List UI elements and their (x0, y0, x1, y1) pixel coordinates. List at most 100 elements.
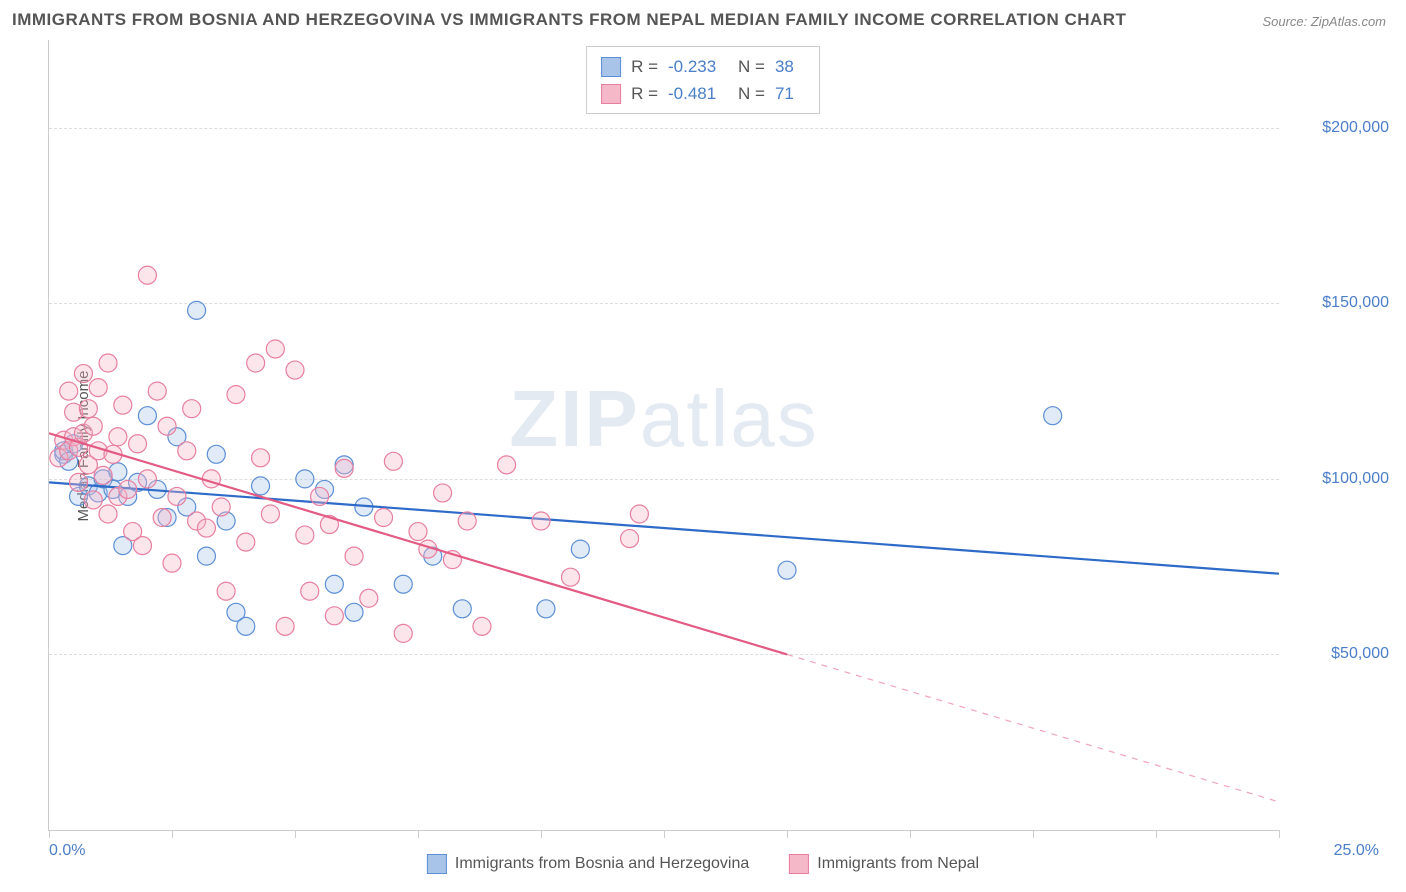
chart-svg (49, 40, 1279, 830)
legend-n-value: 71 (775, 80, 805, 107)
data-point (217, 582, 235, 600)
data-point (119, 480, 137, 498)
legend-n-label: N = (738, 80, 765, 107)
source-attribution: Source: ZipAtlas.com (1262, 14, 1386, 29)
x-min-label: 0.0% (49, 842, 85, 860)
legend-swatch (601, 57, 621, 77)
data-point (252, 477, 270, 495)
data-point (207, 445, 225, 463)
data-point (158, 417, 176, 435)
legend-row: R =-0.481N =71 (601, 80, 805, 107)
data-point (197, 519, 215, 537)
data-point (109, 428, 127, 446)
data-point (434, 484, 452, 502)
data-point (394, 624, 412, 642)
x-tick (49, 830, 50, 838)
legend-r-value: -0.233 (668, 53, 728, 80)
legend-n-value: 38 (775, 53, 805, 80)
data-point (532, 512, 550, 530)
data-point (266, 340, 284, 358)
data-point (79, 400, 97, 418)
data-point (60, 382, 78, 400)
data-point (84, 417, 102, 435)
legend-item: Immigrants from Nepal (789, 854, 979, 874)
data-point (301, 582, 319, 600)
data-point (74, 365, 92, 383)
data-point (138, 407, 156, 425)
data-point (630, 505, 648, 523)
data-point (345, 547, 363, 565)
legend-swatch (789, 854, 809, 874)
legend-label: Immigrants from Nepal (817, 855, 979, 873)
data-point (168, 487, 186, 505)
legend-item: Immigrants from Bosnia and Herzegovina (427, 854, 749, 874)
data-point (384, 452, 402, 470)
x-tick (418, 830, 419, 838)
data-point (335, 459, 353, 477)
data-point (197, 547, 215, 565)
trend-line (49, 482, 1279, 573)
data-point (153, 509, 171, 527)
x-tick (1156, 830, 1157, 838)
y-tick-label: $100,000 (1289, 470, 1389, 488)
data-point (138, 266, 156, 284)
data-point (325, 575, 343, 593)
data-point (311, 487, 329, 505)
data-point (129, 435, 147, 453)
x-tick (172, 830, 173, 838)
data-point (498, 456, 516, 474)
y-tick-label: $150,000 (1289, 294, 1389, 312)
data-point (247, 354, 265, 372)
y-tick-label: $50,000 (1289, 645, 1389, 663)
data-point (148, 382, 166, 400)
legend-n-label: N = (738, 53, 765, 80)
data-point (286, 361, 304, 379)
data-point (84, 491, 102, 509)
data-point (453, 600, 471, 618)
data-point (296, 526, 314, 544)
data-point (178, 442, 196, 460)
legend-r-label: R = (631, 53, 658, 80)
data-point (89, 379, 107, 397)
data-point (237, 617, 255, 635)
data-point (227, 386, 245, 404)
data-point (473, 617, 491, 635)
legend-swatch (427, 854, 447, 874)
data-point (99, 354, 117, 372)
data-point (345, 603, 363, 621)
trend-line-dashed (787, 654, 1279, 801)
chart-title: IMMIGRANTS FROM BOSNIA AND HERZEGOVINA V… (12, 10, 1126, 30)
series-legend: Immigrants from Bosnia and Herzegovina Im… (427, 854, 979, 874)
data-point (394, 575, 412, 593)
data-point (276, 617, 294, 635)
data-point (133, 537, 151, 555)
x-tick (1279, 830, 1280, 838)
x-tick (787, 830, 788, 838)
data-point (188, 301, 206, 319)
data-point (562, 568, 580, 586)
data-point (237, 533, 255, 551)
data-point (261, 505, 279, 523)
data-point (212, 498, 230, 516)
data-point (360, 589, 378, 607)
legend-label: Immigrants from Bosnia and Herzegovina (455, 855, 749, 873)
x-tick (1033, 830, 1034, 838)
data-point (94, 466, 112, 484)
data-point (163, 554, 181, 572)
plot-area: ZIPatlas 0.0% 25.0% $50,000$100,000$150,… (48, 40, 1279, 831)
data-point (138, 470, 156, 488)
data-point (114, 396, 132, 414)
data-point (183, 400, 201, 418)
correlation-legend: R =-0.233N =38R =-0.481N =71 (586, 46, 820, 114)
trend-line (49, 433, 787, 654)
legend-r-label: R = (631, 80, 658, 107)
data-point (99, 505, 117, 523)
x-tick (664, 830, 665, 838)
data-point (458, 512, 476, 530)
data-point (296, 470, 314, 488)
x-tick (910, 830, 911, 838)
legend-swatch (601, 84, 621, 104)
data-point (409, 523, 427, 541)
data-point (778, 561, 796, 579)
data-point (375, 509, 393, 527)
